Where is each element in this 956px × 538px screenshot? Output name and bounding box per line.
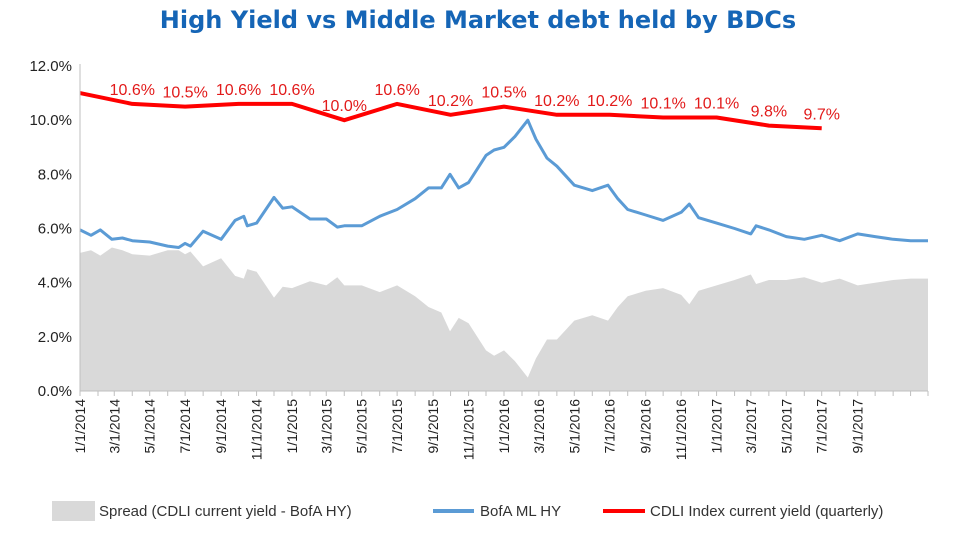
x-tick-label: 7/1/2015 [389, 399, 405, 454]
x-tick-label: 7/1/2014 [177, 399, 193, 454]
legend-label-spread: Spread (CDLI current yield - BofA HY) [99, 503, 352, 520]
data-label: 10.1% [694, 95, 739, 112]
x-tick-label: 1/1/2016 [496, 399, 512, 454]
x-tick-label: 11/1/2014 [249, 399, 265, 460]
data-label: 10.5% [481, 85, 526, 102]
x-tick-label: 11/1/2015 [461, 399, 477, 460]
x-tick-label: 9/1/2017 [850, 399, 866, 454]
data-label: 10.6% [110, 82, 155, 99]
data-label: 9.8% [751, 104, 787, 121]
data-label: 10.6% [269, 82, 314, 99]
data-label: 9.7% [803, 106, 839, 123]
x-tick-label: 3/1/2017 [743, 399, 759, 454]
x-tick-label: 5/1/2017 [778, 399, 794, 454]
chart-title: High Yield vs Middle Market debt held by… [159, 6, 797, 34]
data-label: 10.2% [587, 93, 632, 110]
y-tick-label: 4.0% [38, 275, 72, 292]
y-tick-label: 10.0% [29, 112, 72, 129]
x-tick-label: 1/1/2015 [284, 399, 300, 454]
x-tick-label: 3/1/2016 [531, 399, 547, 454]
bofa-hy-line [79, 118, 928, 249]
x-tick-label: 1/1/2014 [72, 399, 88, 454]
data-label: 10.0% [322, 98, 367, 115]
data-label: 10.1% [640, 95, 685, 112]
cdli-line [79, 91, 822, 131]
y-tick-label: 12.0% [29, 58, 72, 75]
data-label: 10.6% [216, 82, 261, 99]
x-tick-label: 3/1/2015 [318, 399, 334, 454]
data-label: 10.5% [162, 85, 207, 102]
x-tick-label: 9/1/2016 [638, 399, 654, 454]
x-tick-label: 5/1/2014 [142, 399, 158, 454]
data-label: 10.6% [374, 82, 419, 99]
legend-label-cdli: CDLI Index current yield (quarterly) [650, 503, 883, 520]
legend-label-bofa: BofA ML HY [480, 503, 561, 520]
y-tick-label: 0.0% [38, 383, 72, 400]
data-label: 10.2% [428, 93, 473, 110]
x-tick-label: 7/1/2017 [814, 399, 830, 454]
spread-area [80, 247, 928, 391]
y-tick-label: 8.0% [38, 166, 72, 183]
x-tick-label: 11/1/2016 [673, 399, 689, 460]
y-tick-label: 6.0% [38, 221, 72, 238]
x-tick-label: 7/1/2016 [602, 399, 618, 454]
y-tick-label: 2.0% [38, 329, 72, 346]
x-tick-label: 5/1/2016 [566, 399, 582, 454]
x-tick-label: 5/1/2015 [354, 399, 370, 454]
x-tick-label: 9/1/2014 [213, 399, 229, 454]
x-tick-label: 3/1/2014 [106, 399, 122, 454]
data-label: 10.2% [534, 93, 579, 110]
legend-swatch-spread [52, 501, 95, 521]
x-tick-label: 9/1/2015 [425, 399, 441, 454]
x-tick-label: 1/1/2017 [709, 399, 725, 454]
